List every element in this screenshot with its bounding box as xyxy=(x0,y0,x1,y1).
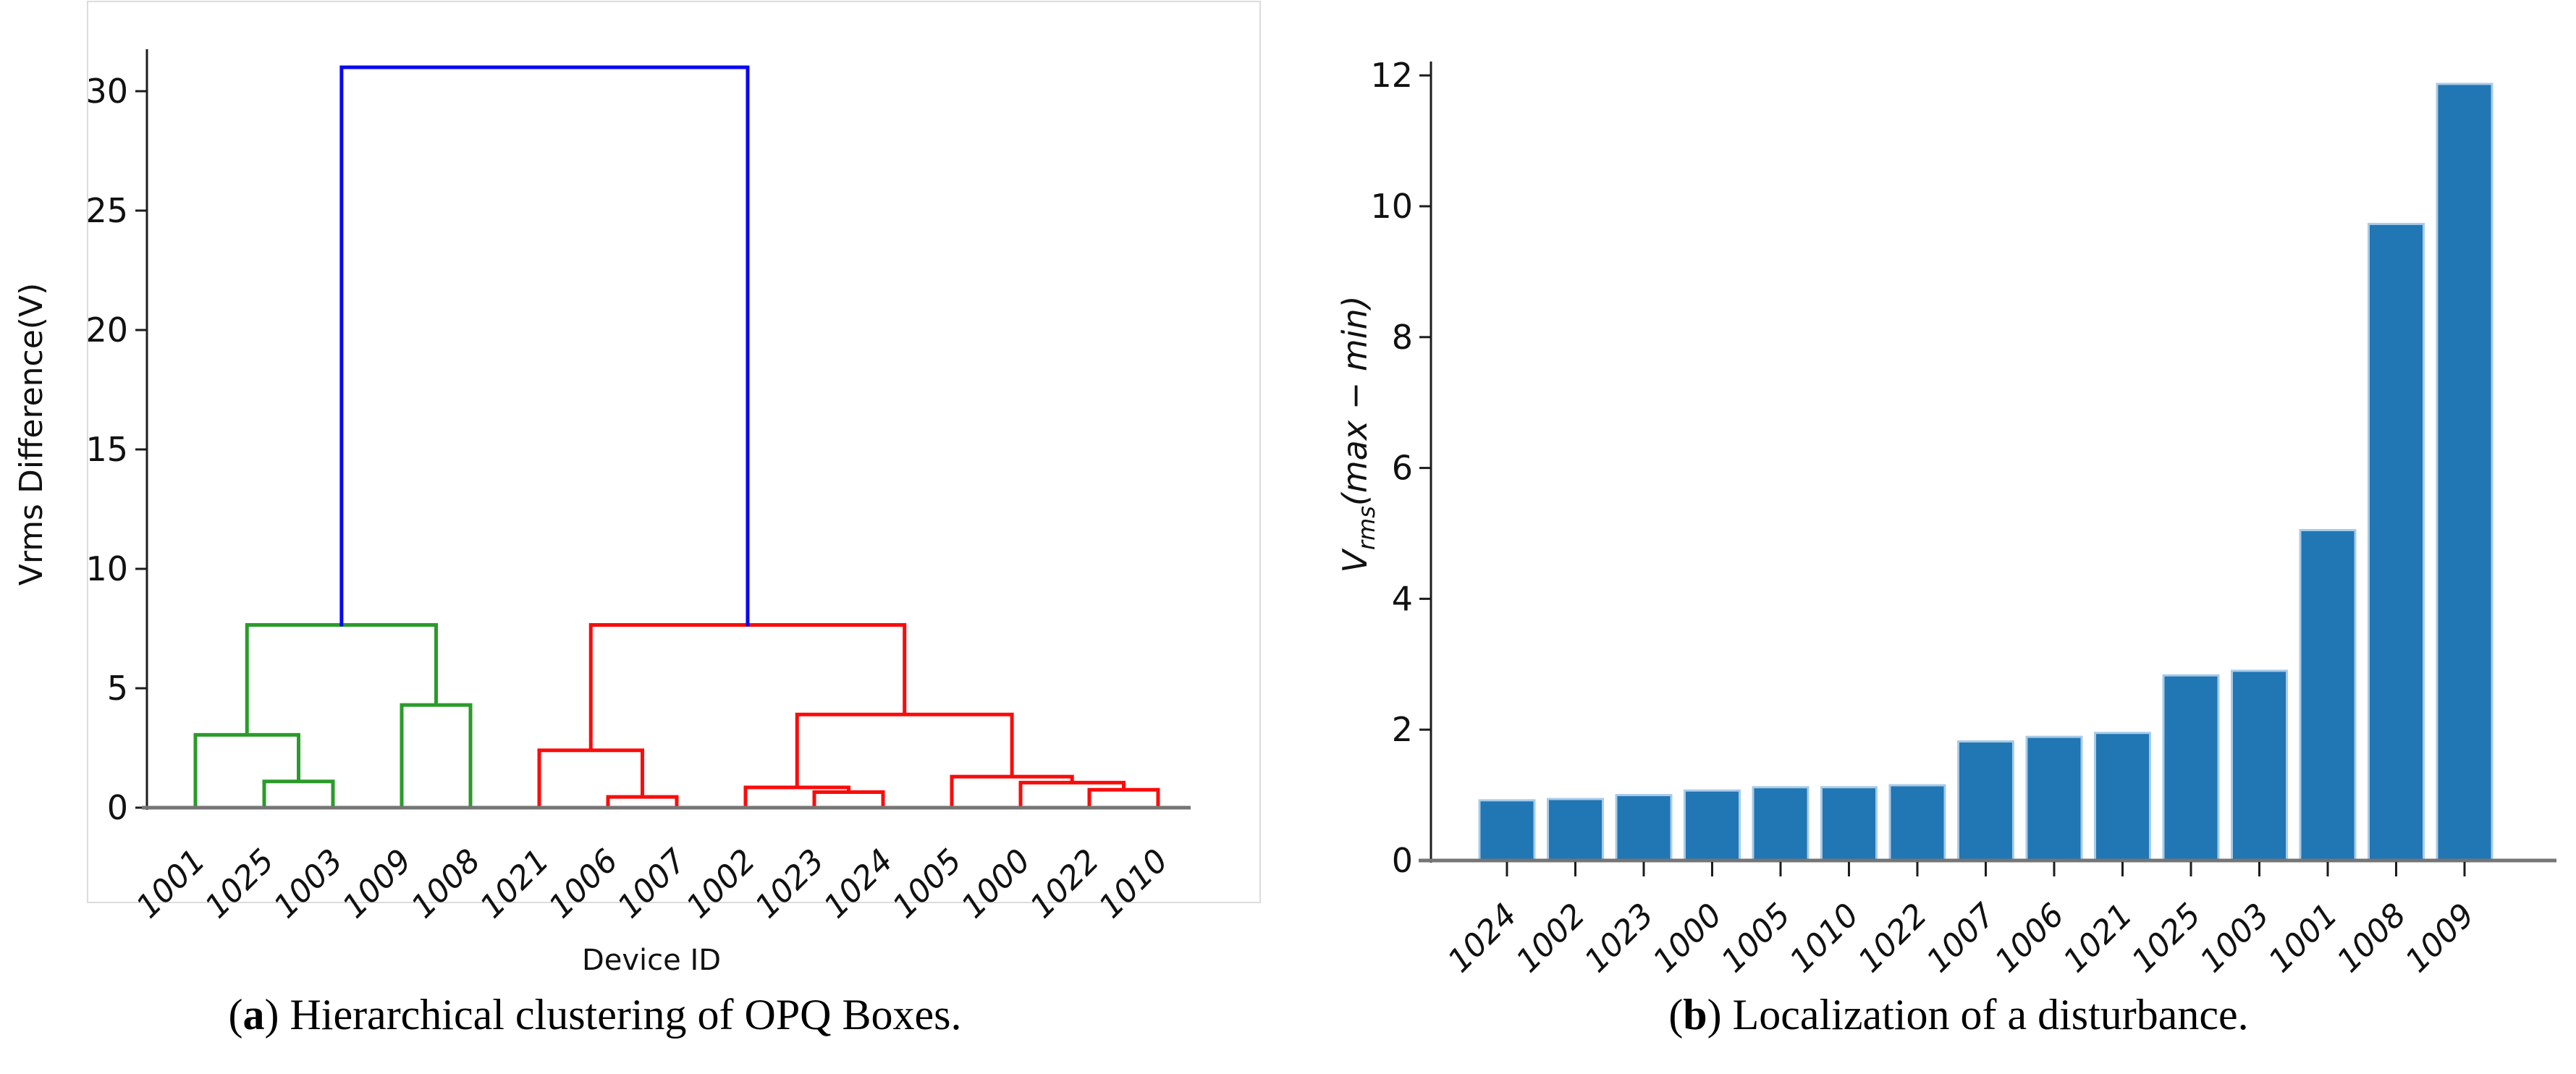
y-axis-title: Vrms Difference(V) xyxy=(13,283,50,585)
y-tick-label: 10 xyxy=(1370,187,1413,226)
x-tick-label: 1007 xyxy=(1920,897,2003,980)
caption-a-open: ( xyxy=(228,991,243,1039)
y-axis: 0 5 10 15 20 25 30 Vrms Difference(V) xyxy=(13,49,148,827)
x-tick-label: 1000 xyxy=(1646,897,1729,980)
x-tick-label: 1009 xyxy=(2399,897,2482,980)
bar xyxy=(2162,674,2220,862)
y-tick-label: 10 xyxy=(85,549,128,588)
y-axis: 0 2 4 6 8 10 12 Vrms(max − min) xyxy=(1335,56,1432,880)
y-tick-label: 0 xyxy=(107,788,128,827)
caption-a-label: a xyxy=(242,991,265,1039)
dendrogram-link xyxy=(193,732,300,809)
x-tick-label: 1010 xyxy=(1783,897,1866,980)
figure-a-border xyxy=(87,1,1261,903)
y-tick-label: 6 xyxy=(1392,449,1413,488)
x-tick-label: 1023 xyxy=(748,842,832,926)
y-tick-label: 5 xyxy=(107,669,128,708)
dendrogram-link xyxy=(400,703,473,809)
x-axis: 1024100210231000100510101022100710061021… xyxy=(1441,862,2482,980)
bar xyxy=(1684,789,1741,862)
bar xyxy=(2094,732,2151,862)
bar xyxy=(2025,735,2083,862)
bars xyxy=(1478,83,2493,862)
x-tick-label: 1005 xyxy=(1715,897,1798,980)
x-tick-label: 1007 xyxy=(611,842,694,926)
bar xyxy=(1957,740,2014,862)
x-tick-label: 1002 xyxy=(680,842,763,926)
y-tick-label: 20 xyxy=(85,310,128,350)
y-tick-label: 25 xyxy=(85,191,128,230)
x-tick-label: 1021 xyxy=(473,842,557,926)
y-tick-label: 30 xyxy=(85,72,128,111)
dendrogram-link xyxy=(1018,780,1126,809)
dendrogram-link xyxy=(262,779,335,809)
dendrogram-link xyxy=(245,623,438,737)
y-tick-label: 4 xyxy=(1392,579,1413,618)
bar xyxy=(1752,786,1809,862)
x-tick-label: 1022 xyxy=(1851,897,1935,980)
bar xyxy=(1547,798,1604,862)
y-tick-label: 2 xyxy=(1392,710,1413,749)
caption-a-text: ) Hierarchical clustering of OPQ Boxes. xyxy=(264,991,962,1039)
dendrogram-link xyxy=(339,65,750,627)
bar xyxy=(2368,222,2425,862)
y-tick-label: 15 xyxy=(85,430,128,469)
x-tick-label: 1023 xyxy=(1578,897,1661,980)
bar xyxy=(2436,83,2493,862)
caption-b-label: b xyxy=(1683,991,1707,1039)
x-tick-label: 1009 xyxy=(336,842,419,926)
y-tick-label: 8 xyxy=(1392,318,1413,357)
x-tick-label: 1006 xyxy=(1988,897,2072,980)
x-tick-label: 1021 xyxy=(2056,897,2140,980)
x-tick-label: 1001 xyxy=(130,842,213,926)
x-tick-label: 1025 xyxy=(2125,897,2208,980)
caption-panel-a: (a) Hierarchical clustering of OPQ Boxes… xyxy=(0,971,1190,1058)
bar xyxy=(1478,799,1536,862)
dendrogram-link xyxy=(588,623,907,752)
x-tick-label: 1024 xyxy=(817,842,900,926)
x-axis-title: Device ID xyxy=(582,944,721,977)
x-tick-label: 1022 xyxy=(1023,842,1107,926)
x-tick-label: 1000 xyxy=(955,842,1038,926)
caption-b-text: ) Localization of a disturbance. xyxy=(1707,991,2249,1039)
x-tick-label: 1010 xyxy=(1092,842,1175,926)
x-tick-label: 1025 xyxy=(198,842,282,926)
x-tick-label: 1006 xyxy=(542,842,625,926)
bar xyxy=(2231,669,2288,862)
y-axis-title: Vrms(max − min) xyxy=(1335,295,1380,572)
y-tick-label: 0 xyxy=(1392,841,1413,880)
caption-b-open: ( xyxy=(1668,991,1684,1039)
x-tick-label: 1003 xyxy=(267,842,350,926)
x-tick-label: 1008 xyxy=(2330,897,2413,980)
x-tick-label: 1003 xyxy=(2193,897,2276,980)
dendrogram-link xyxy=(537,748,644,809)
bar-chart: 0 2 4 6 8 10 12 Vrms(max − min) 1024100210231000… xyxy=(1335,56,2556,980)
x-tick-label: 1005 xyxy=(886,842,969,926)
caption-panel-b: (b) Localization of a disturbance. xyxy=(1341,971,2576,1058)
x-tick-label: 1002 xyxy=(1509,897,1592,980)
dendrogram-links xyxy=(193,65,1160,809)
x-tick-label: 1008 xyxy=(405,842,488,926)
x-tick-label: 1001 xyxy=(2262,897,2345,980)
bar xyxy=(1615,794,1673,862)
bar xyxy=(1820,786,1878,862)
x-axis: 1001102510031009100810211006100710021023… xyxy=(130,842,1175,977)
bar xyxy=(2299,528,2357,862)
y-tick-label: 12 xyxy=(1370,56,1413,95)
x-tick-label: 1024 xyxy=(1441,897,1524,980)
bar xyxy=(1888,784,1946,862)
